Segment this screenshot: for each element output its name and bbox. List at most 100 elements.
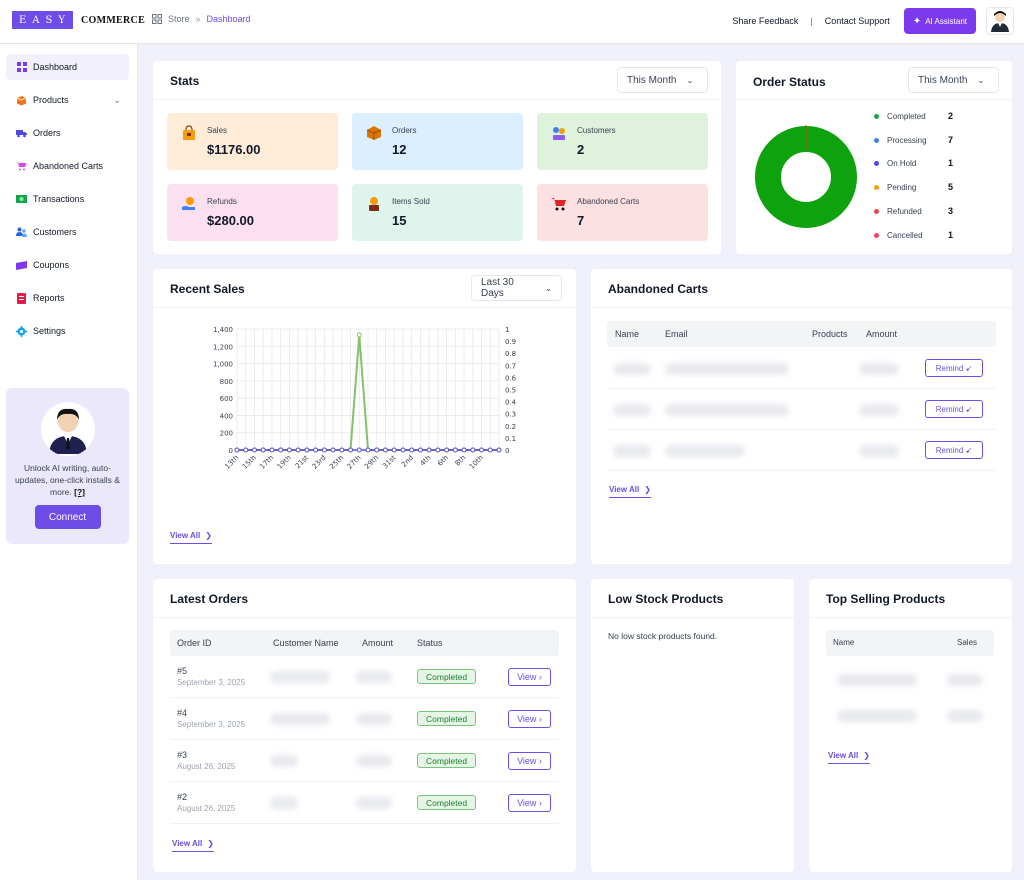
items-sold-icon <box>369 197 379 211</box>
column-header: Name <box>833 638 855 647</box>
chevron-down-icon[interactable]: ⌄ <box>113 95 121 105</box>
view-label: View <box>517 714 537 724</box>
promo-avatar <box>40 402 95 456</box>
view-order-button[interactable]: View › <box>508 752 551 770</box>
sidebar-item-customers[interactable]: Customers <box>6 219 129 245</box>
customers-icon <box>553 127 565 140</box>
sidebar-item-settings[interactable]: Settings <box>6 318 129 344</box>
latest-orders-table-header: Order ID Customer Name Amount Status <box>170 630 559 656</box>
sidebar-item-orders[interactable]: Orders <box>6 120 129 146</box>
abandoned-carts-view-all[interactable]: View All ❯ <box>609 485 651 498</box>
order-status-range-dropdown[interactable]: This Month ⌄ <box>908 67 999 93</box>
person-illustration-icon <box>48 408 87 454</box>
sidebar: Dashboard Products ⌄ Orders Abandoned Ca… <box>0 44 138 880</box>
brand-logo[interactable]: EASY COMMERCE <box>12 11 145 29</box>
order-status-card: Order Status This Month ⌄ Completed 2 Proc… <box>736 61 1012 254</box>
y-tick-label: 800 <box>220 378 233 386</box>
data-point <box>356 447 362 453</box>
sidebar-item-label: Products <box>33 95 69 105</box>
legend-label: On Hold <box>887 158 917 168</box>
y2-tick-label: 0.7 <box>505 362 516 370</box>
divider <box>809 617 1012 618</box>
top-actions: Share Feedback | Contact Support ✦ AI As… <box>732 7 1014 35</box>
sidebar-item-reports[interactable]: Reports <box>6 285 129 311</box>
redacted-email <box>665 404 789 416</box>
order-date: August 26, 2025 <box>177 762 236 771</box>
stats-range-dropdown[interactable]: This Month ⌄ <box>617 67 708 93</box>
x-tick-label: 23rd <box>311 454 328 471</box>
data-point <box>313 447 319 453</box>
user-avatar[interactable] <box>986 7 1014 35</box>
redacted-amount <box>356 797 392 809</box>
x-tick-label: 27th <box>346 454 363 471</box>
stat-value: $280.00 <box>207 213 254 228</box>
legend-label: Processing <box>887 135 927 145</box>
sidebar-item-label: Coupons <box>33 260 70 270</box>
help-link[interactable]: [?] <box>74 487 85 497</box>
redacted-amount <box>356 671 392 683</box>
latest-orders-view-all[interactable]: View All ❯ <box>172 839 214 852</box>
legend-dot <box>874 160 879 166</box>
connect-button[interactable]: Connect <box>34 505 101 529</box>
column-header: Amount <box>866 329 898 339</box>
chevron-right-icon: ❯ <box>644 485 651 494</box>
recent-sales-card: Recent Sales Last 30 Days ⌄ 0 200 400 600 800… <box>153 269 576 564</box>
recent-sales-chart: 0 200 400 600 800 1,000 1,200 1,400 0 0.1 0.2 0.3 0.… <box>213 326 517 471</box>
remind-label: Remind <box>935 404 964 414</box>
x-tick-label: 6th <box>436 454 450 468</box>
send-icon: ➹ <box>965 363 973 373</box>
view-order-button[interactable]: View › <box>508 794 551 812</box>
status-badge: Completed <box>417 753 477 768</box>
remind-button[interactable]: Remind ➹ <box>925 441 983 459</box>
x-tick-label: 19th <box>276 454 293 471</box>
recent-sales-view-all[interactable]: View All ❯ <box>170 531 212 544</box>
abandoned-carts-title: Abandoned Carts <box>608 282 709 296</box>
sidebar-item-dashboard[interactable]: Dashboard <box>6 54 129 80</box>
redacted-amount <box>859 445 899 457</box>
view-all-label: View All <box>609 485 640 494</box>
recent-sales-range-value: Last 30 Days <box>481 277 514 299</box>
recent-sales-range-dropdown[interactable]: Last 30 Days ⌄ <box>471 275 562 301</box>
view-label: View <box>517 672 537 682</box>
data-point <box>479 447 485 453</box>
data-point <box>260 447 266 453</box>
view-order-button[interactable]: View › <box>508 710 551 728</box>
remind-button[interactable]: Remind ➹ <box>925 400 983 418</box>
sidebar-item-transactions[interactable]: Transactions <box>6 186 129 212</box>
ai-assistant-label: AI Assistant <box>925 16 967 26</box>
sidebar-item-products[interactable]: Products ⌄ <box>6 87 129 113</box>
y-tick-label: 1,000 <box>213 361 233 369</box>
column-header: Name <box>615 329 640 339</box>
top-divider: | <box>810 16 813 26</box>
y-tick-label: 600 <box>220 395 233 403</box>
y2-tick-label: 0.5 <box>505 387 516 395</box>
share-feedback-link[interactable]: Share Feedback <box>732 16 799 26</box>
view-label: View <box>517 798 537 808</box>
row-divider <box>607 470 996 471</box>
legend-item: Cancelled 1 <box>874 228 994 242</box>
ai-assistant-button[interactable]: ✦ AI Assistant <box>903 8 976 34</box>
stat-label: Refunds <box>207 197 237 206</box>
remind-button[interactable]: Remind ➹ <box>925 359 983 377</box>
data-point <box>400 447 406 453</box>
y-tick-label: 1,400 <box>213 326 233 334</box>
stat-value: 15 <box>392 213 407 228</box>
status-badge: Completed <box>417 711 477 726</box>
sidebar-item-coupons[interactable]: Coupons <box>6 252 129 278</box>
sidebar-item-abandoned-carts[interactable]: Abandoned Carts <box>6 153 129 179</box>
view-order-button[interactable]: View › <box>508 668 551 686</box>
contact-support-link[interactable]: Contact Support <box>824 16 890 26</box>
low-stock-title: Low Stock Products <box>608 592 724 606</box>
breadcrumb-store[interactable]: Store <box>168 14 190 24</box>
row-divider <box>170 739 559 740</box>
top-selling-view-all[interactable]: View All ❯ <box>828 751 870 764</box>
stat-tile-items-sold: Items Sold 15 <box>352 184 523 241</box>
box-icon <box>16 95 27 106</box>
row-divider <box>607 388 996 389</box>
x-tick-label: 25th <box>328 454 345 471</box>
chevron-down-icon: ⌄ <box>545 283 552 293</box>
y2-tick-label: 1 <box>505 326 509 334</box>
sparkle-icon: ✦ <box>912 15 922 27</box>
data-point <box>470 447 476 453</box>
redacted-product <box>837 674 917 686</box>
